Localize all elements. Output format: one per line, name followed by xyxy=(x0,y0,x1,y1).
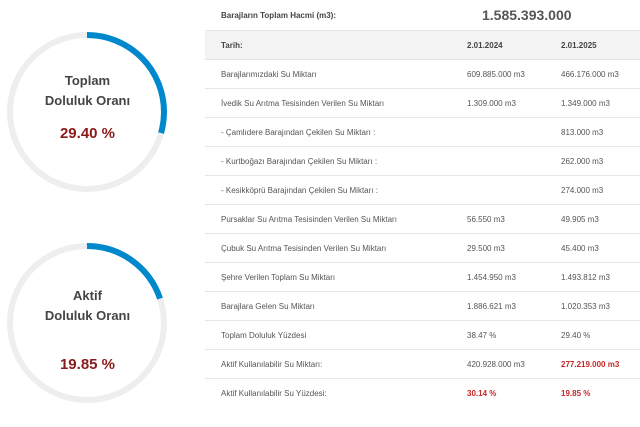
table-row: Şehre Verilen Toplam Su Miktarı 1.454.95… xyxy=(205,262,640,292)
row-label: Aktif Kullanılabilir Su Miktarı: xyxy=(205,349,467,379)
row-label: Barajlarımızdaki Su Miktarı xyxy=(205,59,467,89)
row-value-2025: 274.000 m3 xyxy=(561,175,640,205)
row-label: Pursaklar Su Arıtma Tesisinden Verilen S… xyxy=(205,204,467,234)
table-row: Çubuk Su Arıtma Tesisinden Verilen Su Mi… xyxy=(205,233,640,263)
row-label: İvedik Su Arıtma Tesisinden Verilen Su M… xyxy=(205,88,467,118)
row-value-2025: 262.000 m3 xyxy=(561,146,640,176)
row-value-2025: 277.219.000 m3 xyxy=(561,349,640,379)
row-label: - Kesikköprü Barajından Çekilen Su Mikta… xyxy=(205,175,467,205)
table-row: Toplam Doluluk Yüzdesi 38.47 % 29.40 % xyxy=(205,320,640,350)
row-value-2025: 49.905 m3 xyxy=(561,204,640,234)
row-value-2024: 1.309.000 m3 xyxy=(467,88,561,118)
row-value-2024: 1.886.621 m3 xyxy=(467,291,561,321)
row-value-2024 xyxy=(467,117,561,147)
row-label: Şehre Verilen Toplam Su Miktarı xyxy=(205,262,467,292)
active-fill-gauge: Aktif Doluluk Oranı 19.85 % xyxy=(0,236,200,411)
table-row: Barajlarımızdaki Su Miktarı 609.885.000 … xyxy=(205,59,640,89)
date-header-2025: 2.01.2025 xyxy=(561,30,640,60)
table-row: - Kesikköprü Barajından Çekilen Su Mikta… xyxy=(205,175,640,205)
row-value-2025: 1.349.000 m3 xyxy=(561,88,640,118)
total-fill-label-line2: Doluluk Oranı xyxy=(44,93,131,108)
active-fill-percent: 19.85 % xyxy=(59,356,116,373)
row-value-2025: 29.40 % xyxy=(561,320,640,350)
row-label: - Kurtboğazı Barajından Çekilen Su Mikta… xyxy=(205,146,467,176)
row-value-2024: 420.928.000 m3 xyxy=(467,349,561,379)
row-label: Aktif Kullanılabilir Su Yüzdesi: xyxy=(221,388,327,398)
row-label: Barajlara Gelen Su Miktarı xyxy=(205,291,467,321)
table-row: Aktif Kullanılabilir Su Miktarı: 420.928… xyxy=(205,349,640,379)
row-value-2025: 813.000 m3 xyxy=(561,117,640,147)
row-value-2024: 609.885.000 m3 xyxy=(467,59,561,89)
table-row: İvedik Su Arıtma Tesisinden Verilen Su M… xyxy=(205,88,640,118)
row-value-2024 xyxy=(467,146,561,176)
active-fill-label: Aktif Doluluk Oranı xyxy=(0,286,175,326)
active-fill-label-line2: Doluluk Oranı xyxy=(44,308,131,323)
row-label: Çubuk Su Arıtma Tesisinden Verilen Su Mi… xyxy=(205,233,467,263)
row-value-2025: 19.85 % xyxy=(561,388,591,398)
total-fill-label-line1: Toplam xyxy=(64,73,111,88)
active-fill-label-line1: Aktif xyxy=(73,288,102,303)
total-fill-percent: 29.40 % xyxy=(59,125,116,142)
gauge-fill-arc xyxy=(7,32,167,192)
gauge-fill-arc xyxy=(7,243,167,403)
total-volume-label: Barajların Toplam Hacmi (m3): xyxy=(205,0,467,31)
row-value-2024: 29.500 m3 xyxy=(467,233,561,263)
table-row: - Çamlıdere Barajından Çekilen Su Miktar… xyxy=(205,117,640,147)
total-fill-label: Toplam Doluluk Oranı xyxy=(0,71,175,111)
total-fill-gauge: Toplam Doluluk Oranı 29.40 % xyxy=(0,25,200,200)
dam-stats-table: Barajların Toplam Hacmi (m3): 1.585.393.… xyxy=(205,0,640,407)
row-value-2025: 45.400 m3 xyxy=(561,233,640,263)
row-value-2024: 56.550 m3 xyxy=(467,204,561,234)
date-header-label: Tarih: xyxy=(205,30,467,60)
row-value-2025: 1.493.812 m3 xyxy=(561,262,640,292)
table-row: Aktif Kullanılabilir Su Yüzdesi: 30.14 %… xyxy=(205,379,640,408)
table-row: Barajlara Gelen Su Miktarı 1.886.621 m3 … xyxy=(205,291,640,321)
row-value-2024: 30.14 % xyxy=(467,388,497,398)
row-value-2025: 466.176.000 m3 xyxy=(561,59,640,89)
total-fill-gauge-ring xyxy=(7,32,167,192)
table-row: Pursaklar Su Arıtma Tesisinden Verilen S… xyxy=(205,204,640,234)
row-label: - Çamlıdere Barajından Çekilen Su Miktar… xyxy=(205,117,467,147)
total-volume-value: 1.585.393.000 xyxy=(467,0,640,31)
row-label: Toplam Doluluk Yüzdesi xyxy=(205,320,467,350)
row-value-2025: 1.020.353 m3 xyxy=(561,291,640,321)
row-value-2024: 1.454.950 m3 xyxy=(467,262,561,292)
date-header-row: Tarih: 2.01.2024 2.01.2025 xyxy=(205,30,640,60)
row-value-2024: 38.47 % xyxy=(467,320,561,350)
date-header-2024: 2.01.2024 xyxy=(467,30,561,60)
total-volume-row: Barajların Toplam Hacmi (m3): 1.585.393.… xyxy=(205,0,640,31)
active-fill-gauge-ring xyxy=(7,243,167,403)
table-row: - Kurtboğazı Barajından Çekilen Su Mikta… xyxy=(205,146,640,176)
row-value-2024 xyxy=(467,175,561,205)
